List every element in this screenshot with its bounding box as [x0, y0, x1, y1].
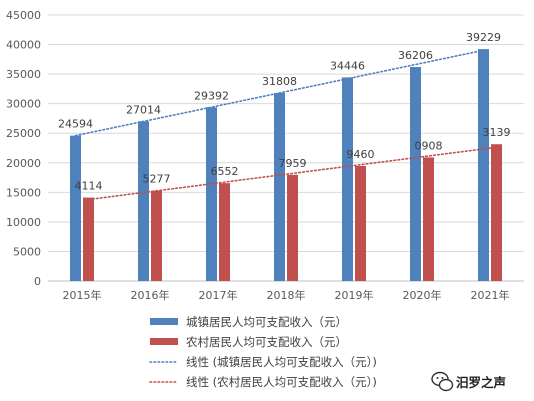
wechat-icon — [431, 371, 454, 392]
data-label-rural: 7959 — [279, 157, 307, 170]
data-label-urban: 24594 — [58, 118, 93, 131]
data-label-urban: 36206 — [398, 49, 433, 62]
bar-urban — [206, 107, 217, 281]
data-label-urban: 27014 — [126, 103, 161, 116]
y-tick-label: 30000 — [6, 98, 41, 111]
bar-urban — [410, 66, 421, 282]
bar-urban — [478, 49, 489, 281]
trendline-rural — [87, 146, 498, 201]
data-labels: 24594 4114 27014 5277 29392 6552 31808 7959 3444… — [58, 31, 511, 192]
bar-urban — [70, 135, 81, 281]
legend-label: 线性 (农村居民人均可支配收入（元）) — [186, 375, 377, 389]
bar-urban — [138, 121, 149, 281]
y-tick-label: 45000 — [6, 9, 41, 22]
legend: 城镇居民人均可支配收入（元） 农村居民人均可支配收入（元） 线性 (城镇居民人均可支… — [149, 315, 377, 389]
data-label-urban: 29392 — [194, 89, 229, 102]
x-tick-label: 2021年 — [471, 288, 510, 302]
legend-swatch — [150, 318, 178, 325]
data-label-rural: 0908 — [415, 139, 443, 152]
x-tick-label: 2016年 — [131, 288, 170, 302]
legend-label: 农村居民人均可支配收入（元） — [186, 335, 347, 349]
legend-label: 城镇居民人均可支配收入（元） — [186, 315, 347, 329]
x-tick-label: 2017年 — [199, 288, 238, 302]
bar-rural — [491, 144, 502, 281]
bar-rural — [83, 197, 94, 281]
bar-rural — [287, 174, 298, 281]
data-label-rural: 3139 — [483, 126, 511, 139]
data-label-urban: 39229 — [466, 31, 501, 44]
data-label-rural: 4114 — [75, 180, 103, 193]
bar-urban — [342, 77, 353, 281]
bar-rural — [219, 183, 230, 281]
y-tick-label: 10000 — [6, 216, 41, 229]
y-tick-label: 5000 — [13, 245, 41, 258]
y-axis: 0 5000 10000 15000 20000 25000 30000 35000 40000… — [6, 9, 41, 288]
y-tick-label: 0 — [34, 275, 41, 288]
y-tick-label: 15000 — [6, 186, 41, 199]
legend-label: 线性 (城镇居民人均可支配收入（元）) — [186, 355, 377, 369]
x-tick-label: 2018年 — [267, 288, 306, 302]
y-tick-label: 20000 — [6, 157, 41, 170]
data-label-rural: 9460 — [347, 148, 375, 161]
watermark: 汨罗之声 — [431, 371, 506, 392]
x-axis: 2015年 2016年 2017年 2018年 2019年 2020年 2021年 — [48, 280, 524, 302]
data-label-rural: 5277 — [143, 173, 171, 186]
grid-lines — [48, 14, 524, 252]
legend-swatch — [150, 338, 178, 345]
y-tick-label: 35000 — [6, 68, 41, 81]
x-tick-label: 2020年 — [403, 288, 442, 302]
data-label-urban: 31808 — [262, 75, 297, 88]
data-label-rural: 6552 — [211, 165, 239, 178]
y-tick-label: 40000 — [6, 39, 41, 52]
watermark-text: 汨罗之声 — [456, 375, 506, 390]
bar-rural — [423, 157, 434, 281]
x-tick-label: 2019年 — [335, 288, 374, 302]
data-label-urban: 34446 — [330, 59, 365, 72]
x-tick-label: 2015年 — [63, 288, 102, 302]
y-tick-label: 25000 — [6, 127, 41, 140]
bars — [70, 49, 502, 282]
bar-urban — [274, 92, 285, 282]
trendline-urban — [74, 49, 485, 137]
bar-rural — [151, 190, 162, 281]
bar-rural — [355, 165, 366, 281]
trendlines — [74, 49, 498, 201]
